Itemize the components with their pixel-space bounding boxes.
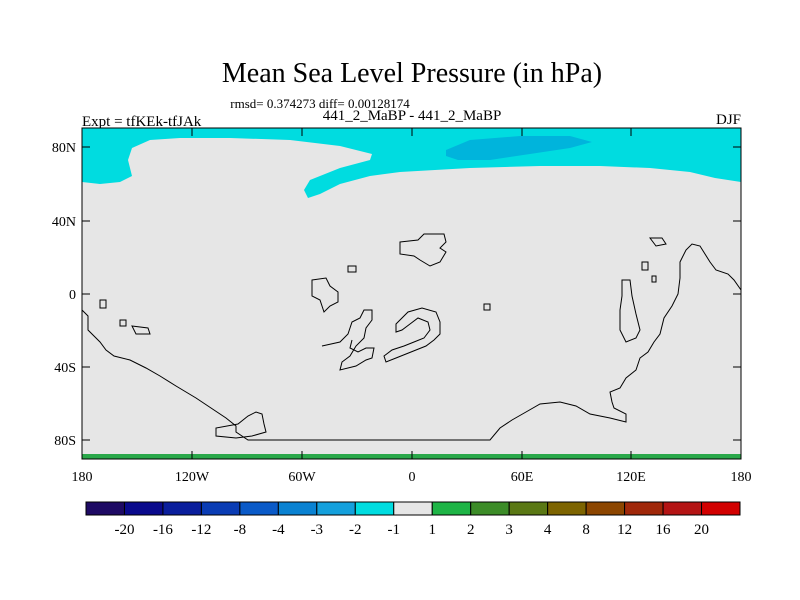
lon-tick-label: 120W — [175, 470, 210, 485]
lon-tick-label: 180 — [72, 470, 93, 485]
lon-tick-label: 120E — [616, 470, 646, 485]
colorbar-label: -3 — [311, 522, 324, 538]
arctic-anomaly-dark — [446, 136, 592, 160]
colorbar-box — [85, 501, 125, 516]
coastline-east-islands — [641, 237, 667, 283]
colorbar-box — [239, 501, 279, 516]
lon-tick-label: 60W — [288, 470, 316, 485]
lon-axis — [191, 128, 632, 459]
colorbar-box — [200, 501, 241, 516]
colorbar-box — [162, 501, 202, 516]
subtitle-center: 441_2_MaBP - 441_2_MaBP — [323, 108, 502, 124]
colorbar-box — [470, 501, 510, 516]
lon-tick-label: 180 — [731, 470, 752, 485]
left-label: Expt = tfKEk-tfJAk — [82, 114, 202, 130]
colorbar-label: -16 — [153, 522, 173, 538]
colorbar-label: -8 — [234, 522, 247, 538]
plot-title: Mean Sea Level Pressure (in hPa) — [222, 58, 602, 89]
colorbar-label: 8 — [582, 522, 590, 538]
coastlines — [81, 233, 742, 441]
coastline-western-islands — [99, 299, 151, 335]
map-background — [82, 128, 741, 459]
colorbar-label: 16 — [656, 522, 672, 538]
colorbar-label: -1 — [388, 522, 401, 538]
colorbar: -20 -16 -12 -8 -4 -3 -2 -1 1 2 3 4 8 12 16 20 — [85, 501, 741, 538]
colorbar-box — [123, 501, 164, 516]
map: 80N 40N 0 40S 80S 180 120W 60W 0 60E 120… — [52, 127, 752, 485]
colorbar-box — [585, 501, 626, 516]
lon-tick-label: 60E — [511, 470, 534, 485]
colorbar-box — [277, 501, 318, 516]
colorbar-box — [316, 501, 356, 516]
colorbar-label: -20 — [114, 522, 134, 538]
colorbar-label: 12 — [617, 522, 632, 538]
coastline-small-island-a — [347, 265, 357, 273]
coastline-south-tip — [215, 411, 267, 439]
colorbar-label: 4 — [544, 522, 552, 538]
coastline-south-america-east-pacific — [81, 243, 742, 441]
colorbar-label: -2 — [349, 522, 362, 538]
coastline-east-peninsula — [619, 279, 641, 343]
colorbar-box — [431, 501, 472, 516]
coastline-spiral-right — [383, 307, 441, 363]
colorbar-box — [624, 501, 664, 516]
colorbar-label: -4 — [272, 522, 285, 538]
lon-tick-label: 0 — [409, 470, 416, 485]
coastline-small-island-b — [483, 303, 491, 311]
right-label: DJF — [716, 112, 741, 128]
lat-tick-label: 0 — [69, 288, 76, 303]
colorbar-box — [393, 501, 433, 516]
lat-tick-label: 40S — [54, 361, 76, 376]
colorbar-label: 20 — [694, 522, 709, 538]
lat-tick-label: 40N — [52, 215, 76, 230]
colorbar-box — [508, 501, 549, 516]
colorbar-label: 3 — [505, 522, 513, 538]
stats-line: rmsd= 0.374273 diff= 0.00128174 — [230, 96, 410, 111]
colorbar-box — [547, 501, 587, 516]
colorbar-box — [354, 501, 395, 516]
colorbar-box — [701, 501, 741, 516]
coastline-arabian-block — [311, 277, 339, 313]
colorbar-label: 1 — [428, 522, 436, 538]
colorbar-box — [662, 501, 703, 516]
colorbar-label: 2 — [467, 522, 475, 538]
coastline-central-landmass — [399, 233, 447, 267]
lat-tick-label: 80S — [54, 434, 76, 449]
coastline-spiral-left — [321, 309, 375, 371]
lat-axis — [82, 146, 741, 441]
lat-tick-label: 80N — [52, 141, 76, 156]
colorbar-label: -12 — [191, 522, 211, 538]
